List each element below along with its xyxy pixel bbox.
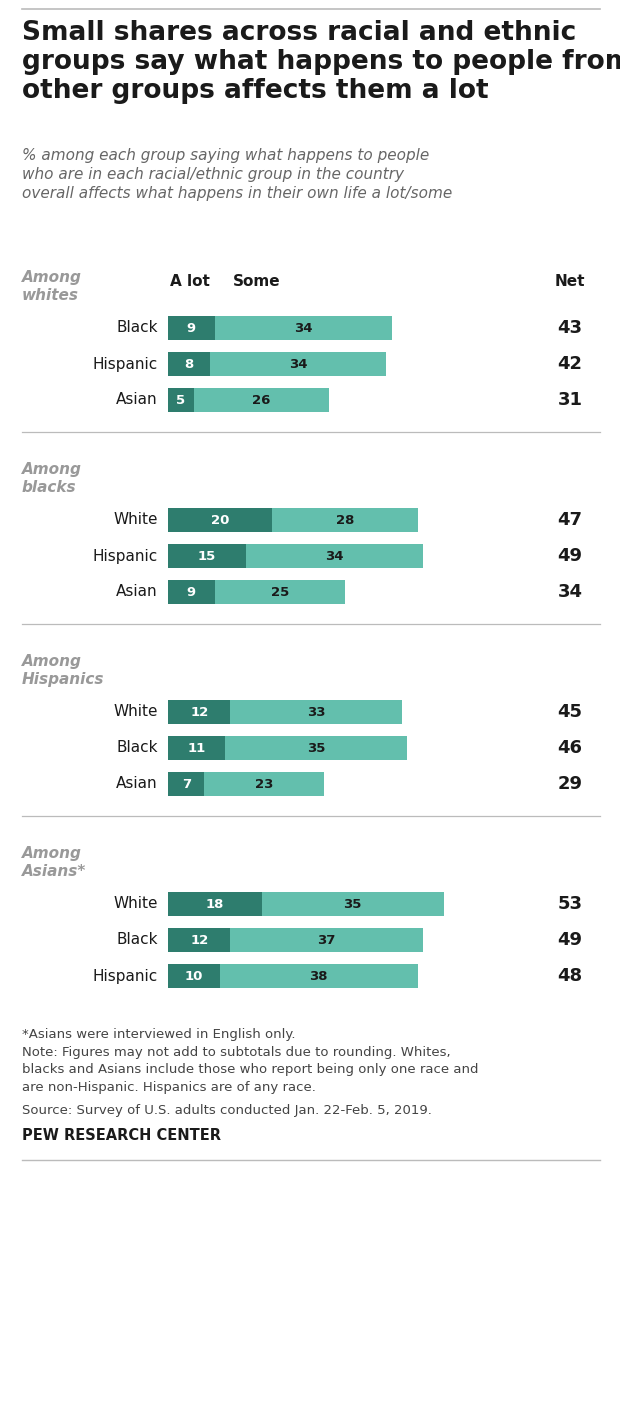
Text: % among each group saying what happens to people
who are in each racial/ethnic g: % among each group saying what happens t… bbox=[22, 147, 452, 201]
Bar bbox=[231, 928, 423, 952]
Bar bbox=[168, 316, 215, 340]
Bar bbox=[194, 388, 329, 412]
Text: Black: Black bbox=[117, 741, 158, 755]
Text: A lot: A lot bbox=[170, 273, 210, 289]
Text: PEW RESEARCH CENTER: PEW RESEARCH CENTER bbox=[22, 1128, 221, 1144]
Bar bbox=[272, 509, 418, 531]
Text: 37: 37 bbox=[317, 934, 336, 947]
Text: Some: Some bbox=[233, 273, 281, 289]
Text: Among
Asians*: Among Asians* bbox=[22, 846, 86, 879]
Text: 26: 26 bbox=[252, 394, 271, 407]
Bar bbox=[168, 700, 231, 724]
Text: *Asians were interviewed in English only.: *Asians were interviewed in English only… bbox=[22, 1027, 296, 1041]
Text: 25: 25 bbox=[271, 585, 289, 598]
Text: Asian: Asian bbox=[117, 393, 158, 408]
Text: 49: 49 bbox=[557, 547, 583, 565]
Text: Hispanic: Hispanic bbox=[93, 548, 158, 564]
Text: 7: 7 bbox=[182, 778, 191, 791]
Text: 12: 12 bbox=[190, 706, 208, 718]
Text: Asian: Asian bbox=[117, 584, 158, 599]
Text: Source: Survey of U.S. adults conducted Jan. 22-Feb. 5, 2019.: Source: Survey of U.S. adults conducted … bbox=[22, 1104, 432, 1117]
Text: White: White bbox=[113, 897, 158, 911]
Text: Among
blacks: Among blacks bbox=[22, 462, 82, 495]
Text: 9: 9 bbox=[187, 585, 196, 598]
Text: 29: 29 bbox=[557, 775, 583, 794]
Text: 45: 45 bbox=[557, 703, 583, 721]
Text: Hispanic: Hispanic bbox=[93, 357, 158, 371]
Text: 15: 15 bbox=[198, 550, 216, 563]
Text: 35: 35 bbox=[307, 741, 326, 754]
Text: 47: 47 bbox=[557, 512, 583, 529]
Bar bbox=[168, 509, 272, 531]
Text: 20: 20 bbox=[211, 513, 229, 527]
Text: 38: 38 bbox=[309, 969, 328, 982]
Text: 11: 11 bbox=[187, 741, 206, 754]
Text: Black: Black bbox=[117, 320, 158, 336]
Bar bbox=[168, 351, 210, 376]
Text: 43: 43 bbox=[557, 319, 583, 337]
Text: 5: 5 bbox=[177, 394, 185, 407]
Text: Note: Figures may not add to subtotals due to rounding. Whites,
blacks and Asian: Note: Figures may not add to subtotals d… bbox=[22, 1046, 479, 1094]
Bar bbox=[168, 964, 220, 988]
Text: 34: 34 bbox=[325, 550, 343, 563]
Bar bbox=[168, 928, 231, 952]
Text: 48: 48 bbox=[557, 966, 583, 985]
Text: 42: 42 bbox=[557, 356, 583, 373]
Text: Small shares across racial and ethnic
groups say what happens to people from
oth: Small shares across racial and ethnic gr… bbox=[22, 20, 620, 103]
Text: 9: 9 bbox=[187, 322, 196, 334]
Text: White: White bbox=[113, 513, 158, 527]
Bar bbox=[215, 580, 345, 604]
Text: 8: 8 bbox=[184, 357, 193, 370]
Text: 12: 12 bbox=[190, 934, 208, 947]
Text: Black: Black bbox=[117, 932, 158, 948]
Bar bbox=[168, 735, 225, 760]
Bar bbox=[168, 388, 194, 412]
Text: 18: 18 bbox=[206, 897, 224, 911]
Text: 28: 28 bbox=[335, 513, 354, 527]
Text: Among
whites: Among whites bbox=[22, 271, 82, 303]
Text: 53: 53 bbox=[557, 896, 583, 913]
Bar bbox=[168, 580, 215, 604]
Text: 35: 35 bbox=[343, 897, 362, 911]
Text: White: White bbox=[113, 704, 158, 720]
Bar bbox=[205, 772, 324, 796]
Bar bbox=[262, 891, 443, 915]
Text: Net: Net bbox=[555, 273, 585, 289]
Text: 34: 34 bbox=[557, 582, 583, 601]
Text: 23: 23 bbox=[255, 778, 273, 791]
Bar bbox=[220, 964, 418, 988]
Text: Hispanic: Hispanic bbox=[93, 968, 158, 983]
Text: 49: 49 bbox=[557, 931, 583, 949]
Bar bbox=[168, 772, 205, 796]
Text: Among
Hispanics: Among Hispanics bbox=[22, 655, 105, 687]
Bar bbox=[225, 735, 407, 760]
Text: 34: 34 bbox=[294, 322, 312, 334]
Bar bbox=[210, 351, 386, 376]
Text: 34: 34 bbox=[289, 357, 308, 370]
Bar bbox=[246, 544, 423, 568]
Bar bbox=[231, 700, 402, 724]
Text: 33: 33 bbox=[307, 706, 326, 718]
Bar bbox=[168, 891, 262, 915]
Bar bbox=[168, 544, 246, 568]
Text: Asian: Asian bbox=[117, 777, 158, 792]
Text: 46: 46 bbox=[557, 740, 583, 757]
Text: 10: 10 bbox=[185, 969, 203, 982]
Bar bbox=[215, 316, 392, 340]
Text: 31: 31 bbox=[557, 391, 583, 410]
